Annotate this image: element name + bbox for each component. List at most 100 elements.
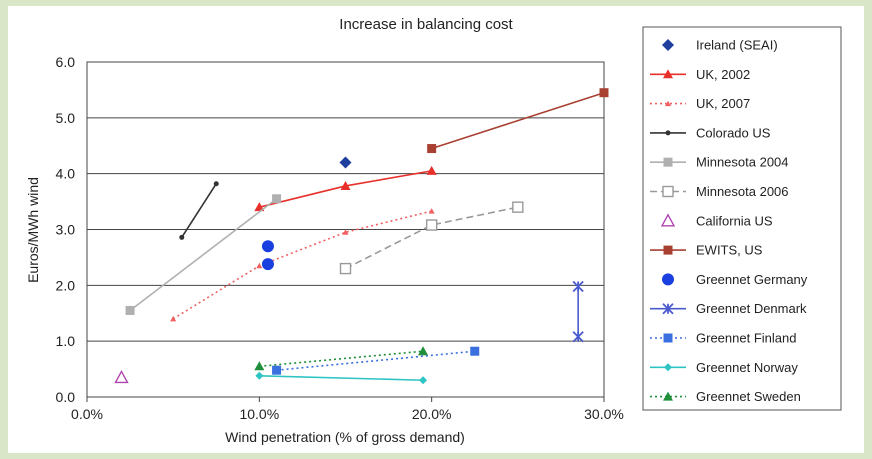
series-line bbox=[259, 374, 424, 382]
legend-label: California US bbox=[696, 213, 773, 228]
legend-item: Greennet Germany bbox=[662, 272, 808, 287]
data-point bbox=[572, 280, 584, 293]
legend-item: Minnesota 2006 bbox=[650, 184, 789, 199]
legend-item: Greennet Norway bbox=[650, 360, 798, 375]
legend-marker bbox=[665, 100, 671, 107]
legend-label: Minnesota 2006 bbox=[696, 184, 789, 199]
chart-title: Increase in balancing cost bbox=[339, 16, 513, 33]
legend-label: EWITS, US bbox=[696, 243, 763, 258]
series-minnesota-2006 bbox=[339, 201, 524, 275]
x-axis-ticks: 0.0% 10.0% 20.0% 30.0% bbox=[71, 397, 624, 422]
data-point bbox=[339, 156, 352, 169]
data-point bbox=[170, 315, 177, 322]
legend-label: UK, 2002 bbox=[696, 67, 750, 82]
data-point bbox=[254, 361, 265, 371]
data-point bbox=[272, 365, 282, 375]
data-point bbox=[272, 194, 282, 204]
x-tick-label: 10.0% bbox=[239, 406, 279, 422]
data-point bbox=[254, 202, 265, 212]
legend-item: Colorado US bbox=[650, 125, 771, 140]
legend-label: Greennet Norway bbox=[696, 360, 798, 375]
legend-marker bbox=[663, 391, 673, 401]
legend-item: Greennet Denmark bbox=[650, 301, 807, 316]
series-line bbox=[276, 350, 475, 371]
data-point bbox=[426, 165, 437, 175]
legend-marker bbox=[663, 333, 673, 343]
series-ewits-us bbox=[427, 88, 609, 154]
data-point bbox=[179, 234, 185, 240]
series-line bbox=[129, 198, 278, 312]
data-point bbox=[261, 258, 274, 271]
y-tick-label: 4.0 bbox=[56, 166, 76, 182]
series-uk-2007 bbox=[170, 208, 435, 322]
data-point bbox=[339, 262, 352, 275]
series-california-us bbox=[114, 369, 129, 384]
data-point bbox=[342, 229, 349, 235]
x-tick-label: 0.0% bbox=[71, 406, 103, 422]
data-point bbox=[255, 371, 264, 380]
data-point bbox=[572, 331, 584, 343]
legend-label: Greennet Denmark bbox=[696, 301, 807, 316]
data-point bbox=[418, 346, 429, 356]
data-point bbox=[340, 180, 351, 190]
y-axis-ticks: 0.0 1.0 2.0 3.0 4.0 5.0 6.0 bbox=[56, 54, 76, 405]
legend-box bbox=[642, 26, 842, 411]
legend-marker bbox=[663, 69, 673, 79]
x-axis-label: Wind penetration (% of gross demand) bbox=[225, 429, 465, 445]
legend-marker bbox=[662, 273, 674, 286]
legend-label: Minnesota 2004 bbox=[696, 155, 789, 170]
data-point bbox=[425, 219, 438, 231]
legend-label: Greennet Sweden bbox=[696, 389, 801, 404]
legend-marker bbox=[662, 185, 674, 198]
y-tick-label: 6.0 bbox=[56, 54, 76, 70]
y-tick-label: 5.0 bbox=[56, 110, 76, 126]
data-point bbox=[256, 262, 263, 269]
series-greennet-sweden bbox=[254, 346, 429, 371]
legend-item: Greennet Finland bbox=[650, 331, 796, 346]
y-tick-label: 3.0 bbox=[56, 222, 76, 238]
series-greennet-norway bbox=[255, 371, 428, 385]
legend: Ireland (SEAI) UK, 2002 UK, 2007 Colorado U… bbox=[650, 38, 808, 404]
legend-marker bbox=[663, 245, 673, 255]
data-point bbox=[428, 208, 435, 214]
series-line bbox=[345, 206, 518, 270]
legend-item: Ireland (SEAI) bbox=[662, 38, 778, 53]
legend-item: California US bbox=[660, 213, 773, 228]
series-line bbox=[181, 183, 217, 238]
series-greennet-germany bbox=[261, 240, 274, 271]
series-minnesota-2004 bbox=[125, 194, 282, 315]
legend-item: Greennet Sweden bbox=[650, 389, 801, 404]
legend-label: Greennet Germany bbox=[696, 272, 808, 287]
x-tick-label: 20.0% bbox=[412, 406, 452, 422]
legend-label: UK, 2007 bbox=[696, 96, 750, 111]
data-point bbox=[125, 305, 135, 315]
data-point bbox=[261, 240, 274, 253]
data-point bbox=[114, 369, 129, 384]
series-line bbox=[431, 91, 605, 150]
x-tick-label: 30.0% bbox=[584, 406, 624, 422]
legend-item: EWITS, US bbox=[650, 243, 763, 258]
series-layer bbox=[114, 88, 609, 385]
series-ireland-seai bbox=[339, 156, 352, 169]
data-point bbox=[512, 201, 524, 213]
legend-marker bbox=[663, 157, 673, 167]
y-tick-label: 2.0 bbox=[56, 277, 76, 293]
legend-marker bbox=[662, 39, 674, 51]
legend-marker bbox=[665, 130, 671, 136]
series-uk-2002 bbox=[254, 165, 437, 212]
y-axis-label: Euros/MWh wind bbox=[25, 177, 41, 283]
data-point bbox=[470, 346, 480, 356]
legend-item: UK, 2007 bbox=[650, 96, 750, 111]
legend-label: Ireland (SEAI) bbox=[696, 38, 778, 53]
series-line bbox=[172, 210, 432, 320]
data-point bbox=[599, 88, 609, 98]
data-point bbox=[213, 181, 219, 187]
y-tick-label: 0.0 bbox=[56, 389, 76, 405]
series-greennet-denmark bbox=[572, 280, 584, 343]
legend-label: Colorado US bbox=[696, 125, 771, 140]
y-tick-label: 1.0 bbox=[56, 333, 76, 349]
data-point bbox=[419, 376, 428, 385]
legend-marker bbox=[664, 363, 672, 372]
series-colorado-us bbox=[179, 181, 219, 240]
